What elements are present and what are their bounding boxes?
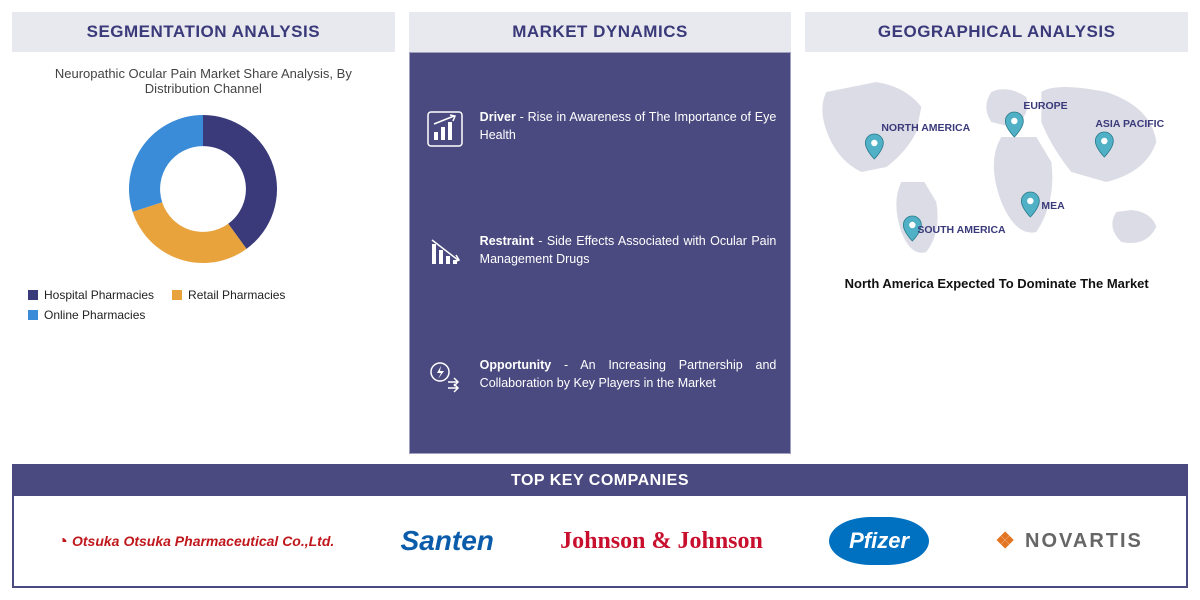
segmentation-chart-title: Neuropathic Ocular Pain Market Share Ana… <box>24 66 383 96</box>
legend-swatch <box>28 310 38 320</box>
dynamics-text: Opportunity - An Increasing Partnership … <box>480 356 777 392</box>
world-map: NORTH AMERICA SOUTH AMERICA EUROPE MEA ASIA … <box>805 52 1188 272</box>
continent-af <box>994 137 1053 233</box>
continent-au <box>1113 210 1157 243</box>
donut-chart <box>20 104 387 274</box>
geo-header: GEOGRAPHICAL ANALYSIS <box>805 12 1188 52</box>
logo-santen-text: Santen <box>401 525 494 557</box>
dynamics-item: Restraint - Side Effects Associated with… <box>420 226 781 280</box>
legend-item: Retail Pharmacies <box>172 288 285 302</box>
logo-jnj: Johnson & Johnson <box>560 528 763 555</box>
map-region-label: NORTH AMERICA <box>881 122 970 134</box>
infographic-root: SEGMENTATION ANALYSIS Neuropathic Ocular… <box>12 12 1188 588</box>
dynamics-item: Driver - Rise in Awareness of The Import… <box>420 102 781 156</box>
donut-segment <box>133 202 247 263</box>
segmentation-panel: SEGMENTATION ANALYSIS Neuropathic Ocular… <box>12 12 395 454</box>
donut-segment <box>203 115 277 249</box>
legend-label: Hospital Pharmacies <box>44 288 154 302</box>
dynamics-body: Driver - Rise in Awareness of The Import… <box>409 52 792 454</box>
dynamics-item: Opportunity - An Increasing Partnership … <box>420 350 781 404</box>
map-region-label: EUROPE <box>1023 100 1067 112</box>
logo-santen: Santen <box>401 525 494 557</box>
dynamics-title: Opportunity <box>480 358 552 372</box>
bar-chart-down-icon <box>424 232 466 274</box>
segmentation-header: SEGMENTATION ANALYSIS <box>12 12 395 52</box>
donut-legend: Hospital Pharmacies Retail Pharmacies Onli… <box>20 284 387 326</box>
donut-segment <box>129 115 203 212</box>
logo-otsuka: ◔ Otsuka Otsuka Pharmaceutical Co.,Ltd. <box>57 531 334 552</box>
legend-item: Hospital Pharmacies <box>28 288 154 302</box>
legend-label: Retail Pharmacies <box>188 288 285 302</box>
dynamics-panel: MARKET DYNAMICS Driver - Rise in Awarene… <box>409 12 792 454</box>
logo-novartis: ❖ NOVARTIS <box>995 528 1143 554</box>
dynamics-text: Restraint - Side Effects Associated with… <box>480 232 777 268</box>
logo-pfizer: Pfizer <box>829 517 929 565</box>
dynamics-text: Driver - Rise in Awareness of The Import… <box>480 108 777 144</box>
world-map-svg <box>805 52 1188 272</box>
logo-otsuka-sub: Otsuka Pharmaceutical Co.,Ltd. <box>123 533 334 549</box>
novartis-flame-icon: ❖ <box>995 528 1017 554</box>
geo-body: NORTH AMERICA SOUTH AMERICA EUROPE MEA ASIA … <box>805 52 1188 454</box>
segmentation-body: Neuropathic Ocular Pain Market Share Ana… <box>12 52 395 454</box>
dynamics-title: Driver <box>480 110 516 124</box>
legend-item: Online Pharmacies <box>28 308 145 322</box>
bar-chart-up-icon <box>424 108 466 150</box>
dynamics-title: Restraint <box>480 234 534 248</box>
logo-pfizer-text: Pfizer <box>849 528 909 554</box>
geo-caption: North America Expected To Dominate The M… <box>805 276 1188 291</box>
top-row: SEGMENTATION ANALYSIS Neuropathic Ocular… <box>12 12 1188 454</box>
dynamics-desc: - Rise in Awareness of The Importance of… <box>480 110 777 142</box>
legend-swatch <box>28 290 38 300</box>
logo-otsuka-text: Otsuka <box>72 533 119 549</box>
logo-jnj-text: Johnson & Johnson <box>560 528 763 555</box>
bolt-arrows-icon <box>424 356 466 398</box>
map-region-label: MEA <box>1041 200 1064 212</box>
dynamics-header: MARKET DYNAMICS <box>409 12 792 52</box>
map-pin-icon <box>1006 112 1024 137</box>
otsuka-mark-icon: ◔ <box>57 531 68 552</box>
logo-novartis-text: NOVARTIS <box>1025 530 1143 553</box>
map-region-label: SOUTH AMERICA <box>917 224 1005 236</box>
companies-panel: TOP KEY COMPANIES ◔ Otsuka Otsuka Pharma… <box>12 464 1188 588</box>
map-region-label: ASIA PACIFIC <box>1095 118 1164 130</box>
geo-panel: GEOGRAPHICAL ANALYSIS N <box>805 12 1188 454</box>
companies-header: TOP KEY COMPANIES <box>14 466 1186 496</box>
legend-swatch <box>172 290 182 300</box>
legend-label: Online Pharmacies <box>44 308 145 322</box>
companies-logos: ◔ Otsuka Otsuka Pharmaceutical Co.,Ltd. … <box>14 496 1186 586</box>
donut-svg <box>118 104 288 274</box>
